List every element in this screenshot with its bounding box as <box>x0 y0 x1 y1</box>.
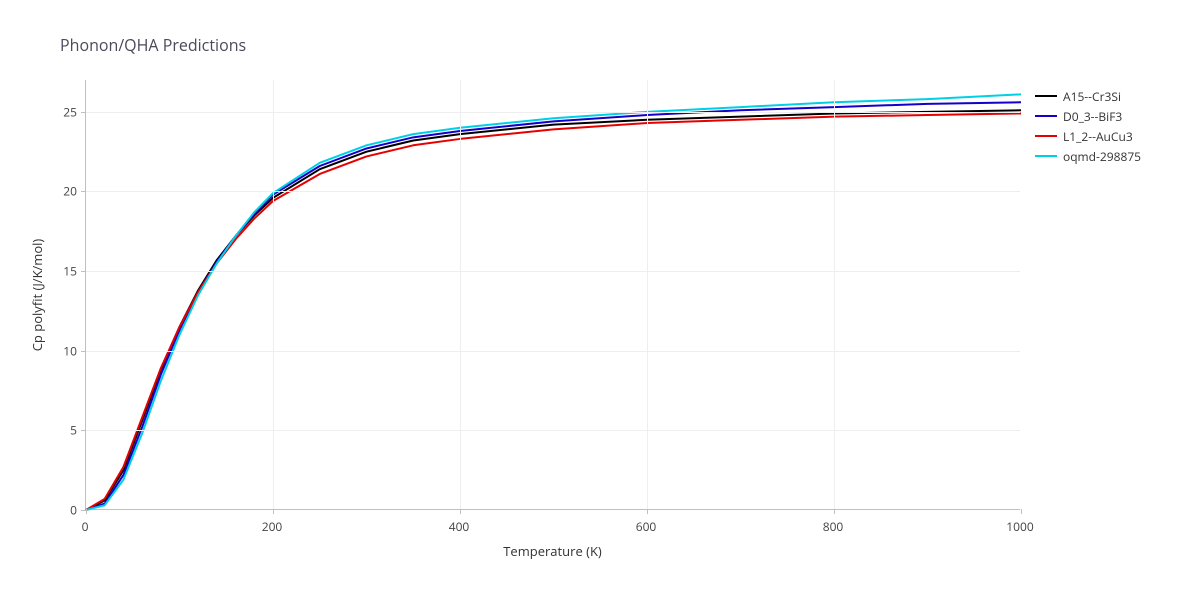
chart-container: Phonon/QHA Predictions Temperature (K) C… <box>0 0 1200 600</box>
x-tick-mark <box>647 509 648 514</box>
legend-swatch <box>1035 135 1057 137</box>
x-tick-mark <box>273 509 274 514</box>
y-tick-mark <box>81 510 86 511</box>
y-tick-mark <box>81 112 86 113</box>
gridline-h <box>86 351 1020 352</box>
x-tick-mark <box>834 509 835 514</box>
series-line[interactable] <box>86 110 1021 510</box>
gridline-h <box>86 430 1020 431</box>
legend-item[interactable]: D0_3--BiF3 <box>1035 106 1141 126</box>
series-line[interactable] <box>86 113 1021 510</box>
y-tick-label: 25 <box>57 103 77 120</box>
gridline-h <box>86 191 1020 192</box>
chart-title: Phonon/QHA Predictions <box>60 34 246 56</box>
x-tick-mark <box>86 509 87 514</box>
y-tick-mark <box>81 191 86 192</box>
x-tick-label: 200 <box>262 518 283 535</box>
x-tick-mark <box>460 509 461 514</box>
y-tick-label: 0 <box>57 502 77 519</box>
legend-swatch <box>1035 115 1057 117</box>
legend-swatch <box>1035 155 1057 157</box>
gridline-v <box>460 80 461 509</box>
gridline-h <box>86 271 1020 272</box>
x-tick-label: 600 <box>636 518 657 535</box>
y-tick-label: 5 <box>57 422 77 439</box>
gridline-v <box>273 80 274 509</box>
legend-item[interactable]: A15--Cr3Si <box>1035 86 1141 106</box>
y-tick-label: 10 <box>57 342 77 359</box>
x-tick-mark <box>1021 509 1022 514</box>
x-tick-label: 400 <box>449 518 470 535</box>
legend-label: oqmd-298875 <box>1063 148 1141 165</box>
legend-item[interactable]: oqmd-298875 <box>1035 146 1141 166</box>
y-tick-mark <box>81 271 86 272</box>
legend-label: A15--Cr3Si <box>1063 88 1121 105</box>
series-line[interactable] <box>86 102 1021 510</box>
series-line[interactable] <box>86 94 1021 510</box>
legend: A15--Cr3Si D0_3--BiF3 L1_2--AuCu3 oqmd-2988… <box>1035 86 1141 166</box>
plot-area <box>85 80 1020 510</box>
x-tick-label: 1000 <box>1006 518 1033 535</box>
gridline-v <box>647 80 648 509</box>
legend-label: D0_3--BiF3 <box>1063 108 1122 125</box>
legend-label: L1_2--AuCu3 <box>1063 128 1133 145</box>
x-axis-label: Temperature (K) <box>503 542 602 560</box>
x-tick-label: 800 <box>823 518 844 535</box>
legend-swatch <box>1035 95 1057 97</box>
gridline-h <box>86 112 1020 113</box>
x-tick-label: 0 <box>82 518 89 535</box>
gridline-v <box>834 80 835 509</box>
legend-item[interactable]: L1_2--AuCu3 <box>1035 126 1141 146</box>
lines-svg <box>86 80 1021 510</box>
y-tick-label: 20 <box>57 183 77 200</box>
y-tick-mark <box>81 351 86 352</box>
y-axis-label: Cp polyfit (J/K/mol) <box>28 239 46 352</box>
y-tick-label: 15 <box>57 263 77 280</box>
y-tick-mark <box>81 430 86 431</box>
